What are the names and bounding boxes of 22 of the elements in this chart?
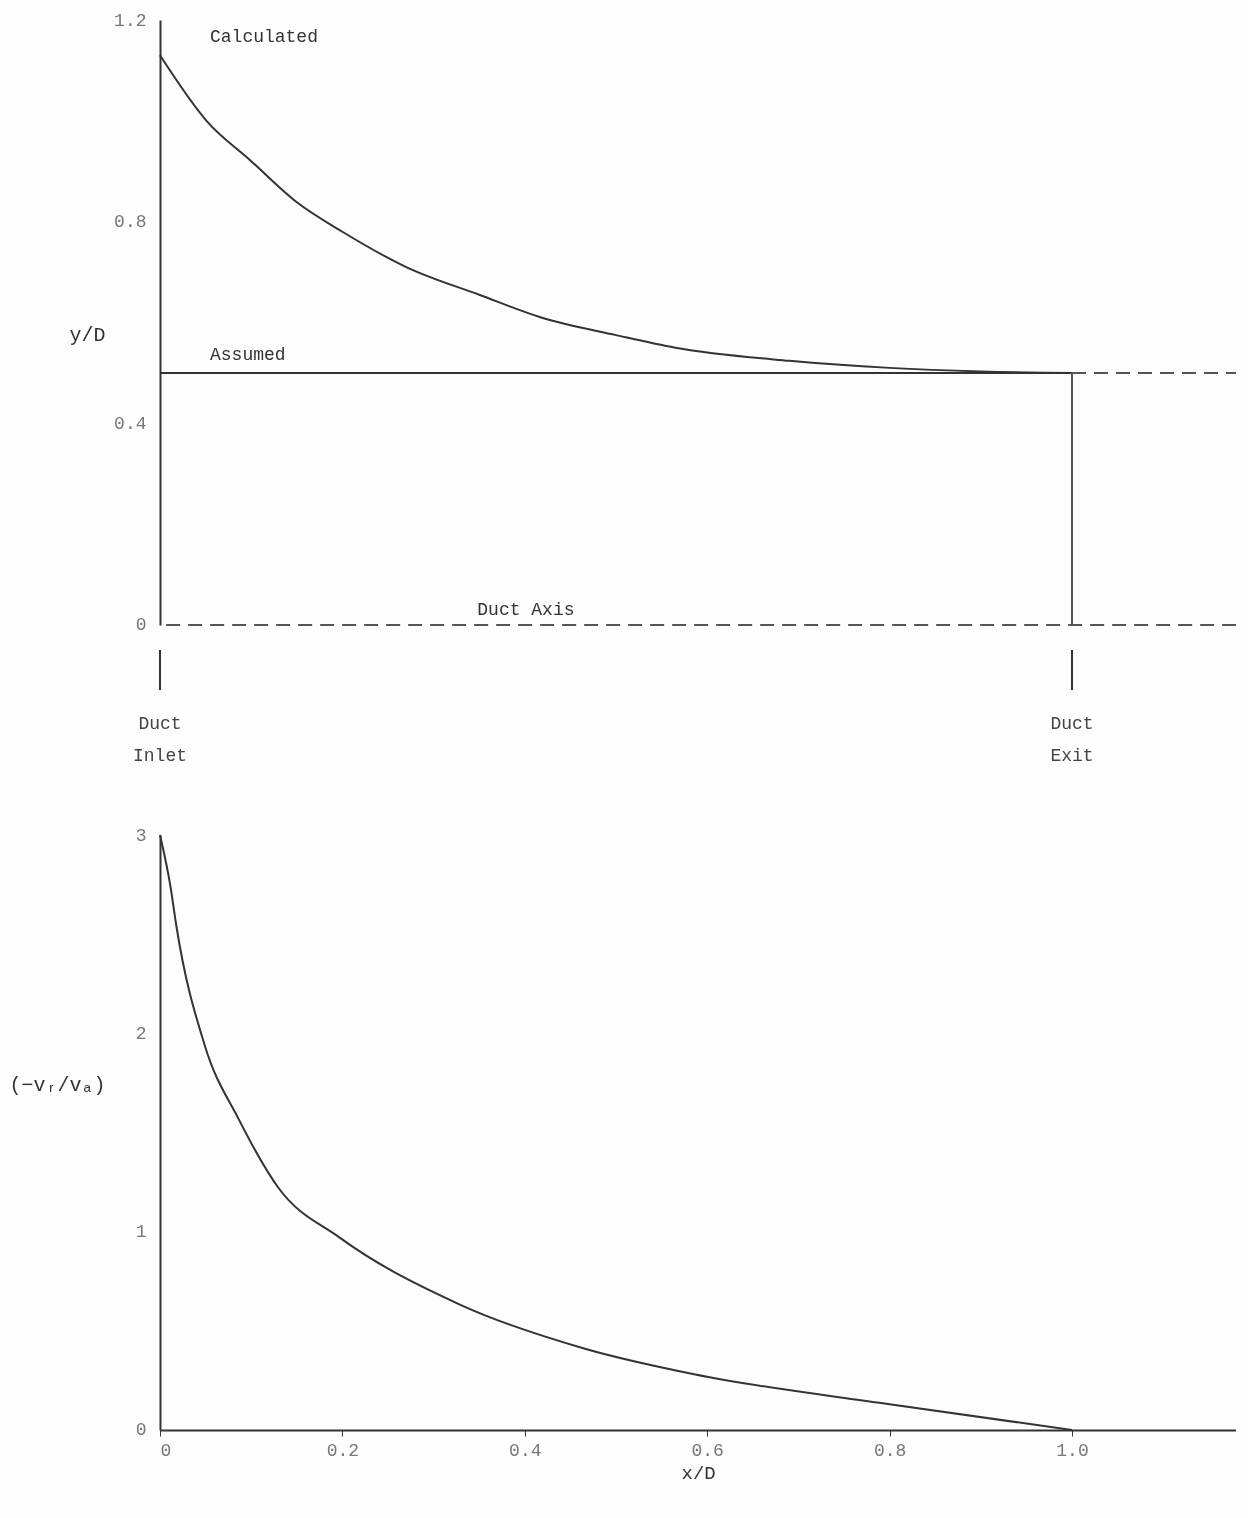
y-axis-title: y/D (69, 324, 106, 348)
text: Duct Inlet (133, 714, 187, 766)
y-tick-label: 0.8 (114, 212, 147, 233)
y-tick-label: 0 (135, 1420, 147, 1441)
x-tick-label: 0 (160, 1441, 172, 1462)
x-tick-label: 1.0 (1056, 1441, 1089, 1462)
x-tick-label: 0.2 (326, 1441, 360, 1462)
y-tick-label: 3 (135, 825, 147, 846)
x-tick-label: 0.6 (691, 1441, 724, 1462)
x-axis-title: x/D (681, 1463, 716, 1486)
y-tick-label: 2 (135, 1023, 147, 1044)
x-tick-label: 0.8 (873, 1441, 907, 1462)
text: Duct Exit (1050, 714, 1094, 766)
y-tick-label: 1 (135, 1222, 147, 1243)
y-axis-title: (−vᵣ/vₐ) (9, 1074, 106, 1098)
series-label: Assumed (210, 344, 286, 365)
y-tick-label: 0.4 (114, 413, 147, 434)
text: Calculated (210, 27, 318, 48)
y-tick-label: 1.2 (114, 10, 147, 31)
y-tick-label: 0 (135, 615, 147, 636)
x-tick-label: 0.4 (509, 1441, 542, 1462)
ref-line-label: Duct Axis (477, 600, 575, 620)
